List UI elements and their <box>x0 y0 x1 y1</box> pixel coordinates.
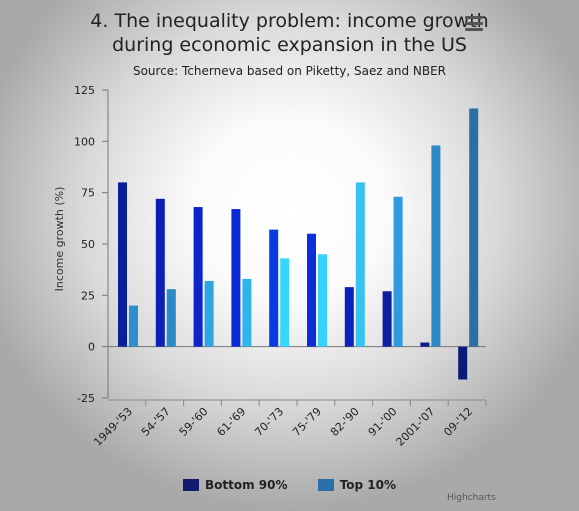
menu-bar <box>465 28 483 31</box>
x-tick-label: 82-'90 <box>328 405 362 439</box>
bar-bottom-90 <box>382 291 392 347</box>
bar-top-10 <box>318 254 327 347</box>
x-tick-label: 75-'79 <box>290 405 324 439</box>
legend: Bottom 90% Top 10% <box>0 478 579 492</box>
y-tick-label: 0 <box>88 341 95 354</box>
x-tick-label: 54-'57 <box>139 405 173 439</box>
x-tick-label: 09-'12 <box>441 405 475 439</box>
bar-top-10 <box>469 108 479 347</box>
bar-top-10 <box>355 182 365 347</box>
bar-bottom-90 <box>458 346 468 380</box>
credits-link[interactable]: Highcharts <box>447 493 496 503</box>
bar-top-10 <box>166 289 176 347</box>
bar-bottom-90 <box>307 233 316 347</box>
bar-bottom-90 <box>231 209 241 347</box>
hamburger-menu-icon[interactable] <box>465 16 483 31</box>
legend-swatch-bottom-90 <box>182 479 199 491</box>
y-tick-label: 100 <box>74 135 95 148</box>
menu-bar <box>465 22 483 25</box>
legend-label-bottom-90: Bottom 90% <box>204 478 288 492</box>
y-tick-label: 25 <box>81 289 95 302</box>
chart-title-line-1: 4. The inequality problem: income growth <box>90 10 489 32</box>
bar-top-10 <box>431 145 441 347</box>
bar-bottom-90 <box>344 287 354 347</box>
bar-top-10 <box>204 280 214 347</box>
bar-top-10 <box>280 258 290 347</box>
x-tick-label: 2001-'07 <box>394 405 438 449</box>
x-tick-label: 91-'00 <box>366 405 400 439</box>
bar-top-10 <box>129 305 138 347</box>
legend-item-bottom-90[interactable]: Bottom 90% <box>182 478 288 492</box>
bar-bottom-90 <box>118 182 127 347</box>
y-tick-label: -25 <box>77 392 95 405</box>
chart-title-line-2: during economic expansion in the US <box>112 34 467 56</box>
bar-bottom-90 <box>155 198 165 347</box>
y-axis-title: Income growth (%) <box>53 187 66 292</box>
y-tick-label: 75 <box>81 187 95 200</box>
bar-bottom-90 <box>420 342 430 347</box>
menu-bar <box>465 16 483 19</box>
legend-item-top-10[interactable]: Top 10% <box>317 478 397 492</box>
x-tick-label: 70-'73 <box>252 405 286 439</box>
x-tick-label: 59-'60 <box>177 405 211 439</box>
y-tick-label: 125 <box>74 84 95 97</box>
x-tick-label: 1949-'53 <box>91 405 135 449</box>
y-tick-label: 50 <box>81 238 95 251</box>
legend-label-top-10: Top 10% <box>339 478 397 492</box>
bar-bottom-90 <box>193 207 203 347</box>
chart-subtitle: Source: Tcherneva based on Piketty, Saez… <box>132 64 447 78</box>
bar-top-10 <box>393 196 403 347</box>
legend-swatch-top-10 <box>317 479 334 491</box>
bar-top-10 <box>242 278 252 347</box>
bar-bottom-90 <box>269 229 279 347</box>
x-tick-label: 61-'69 <box>214 405 248 439</box>
